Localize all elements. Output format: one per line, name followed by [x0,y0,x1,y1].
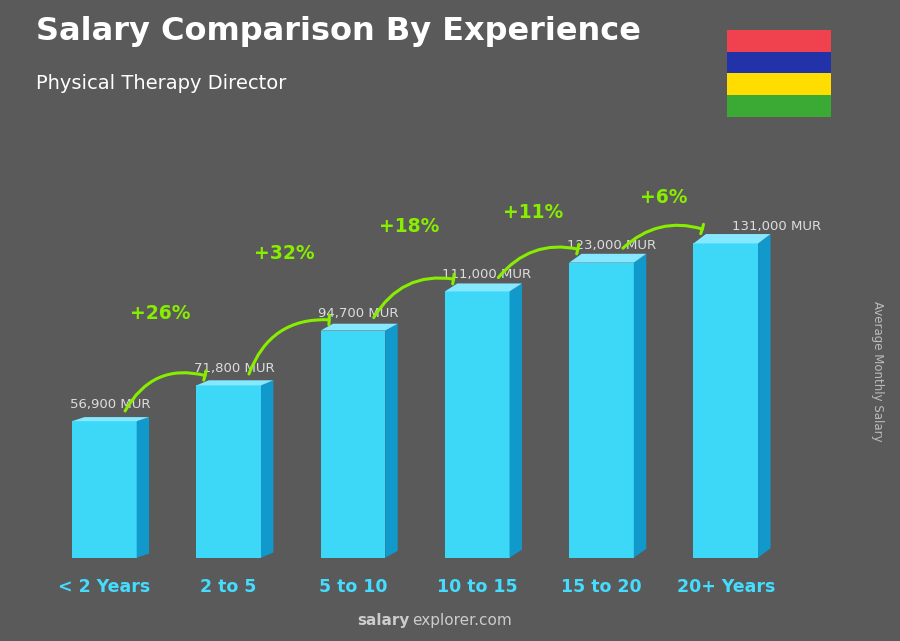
Bar [72,421,137,558]
Text: +11%: +11% [503,203,563,222]
Polygon shape [196,380,274,385]
Polygon shape [569,254,646,263]
Bar [727,30,831,52]
Text: 94,700 MUR: 94,700 MUR [318,307,399,320]
Text: Average Monthly Salary: Average Monthly Salary [871,301,884,442]
Polygon shape [758,234,770,558]
Bar [320,331,385,558]
Text: explorer.com: explorer.com [412,613,512,628]
Text: +32%: +32% [255,244,315,263]
Text: Physical Therapy Director: Physical Therapy Director [36,74,286,93]
Text: 20+ Years: 20+ Years [677,578,775,596]
Text: +26%: +26% [130,304,191,322]
Text: 131,000 MUR: 131,000 MUR [732,220,821,233]
Bar [727,52,831,74]
Polygon shape [72,417,149,421]
Text: 5 to 10: 5 to 10 [319,578,387,596]
Text: Salary Comparison By Experience: Salary Comparison By Experience [36,16,641,47]
Text: +18%: +18% [379,217,439,236]
Polygon shape [445,283,522,292]
Text: 56,900 MUR: 56,900 MUR [69,398,150,411]
Text: 10 to 15: 10 to 15 [436,578,518,596]
Text: 71,800 MUR: 71,800 MUR [194,362,274,375]
Bar [445,292,509,558]
Bar [196,385,261,558]
Text: 15 to 20: 15 to 20 [562,578,642,596]
Polygon shape [385,324,398,558]
Polygon shape [634,254,646,558]
Bar [727,74,831,95]
Text: 111,000 MUR: 111,000 MUR [443,268,532,281]
Text: +6%: +6% [640,188,688,208]
Text: 2 to 5: 2 to 5 [201,578,256,596]
Polygon shape [509,283,522,558]
Bar [569,263,634,558]
Polygon shape [261,380,274,558]
Polygon shape [320,324,398,331]
Text: 123,000 MUR: 123,000 MUR [567,239,656,253]
Polygon shape [694,234,770,244]
Bar [694,244,758,558]
Bar [727,95,831,117]
Text: salary: salary [357,613,410,628]
Text: < 2 Years: < 2 Years [58,578,150,596]
Polygon shape [137,417,149,558]
